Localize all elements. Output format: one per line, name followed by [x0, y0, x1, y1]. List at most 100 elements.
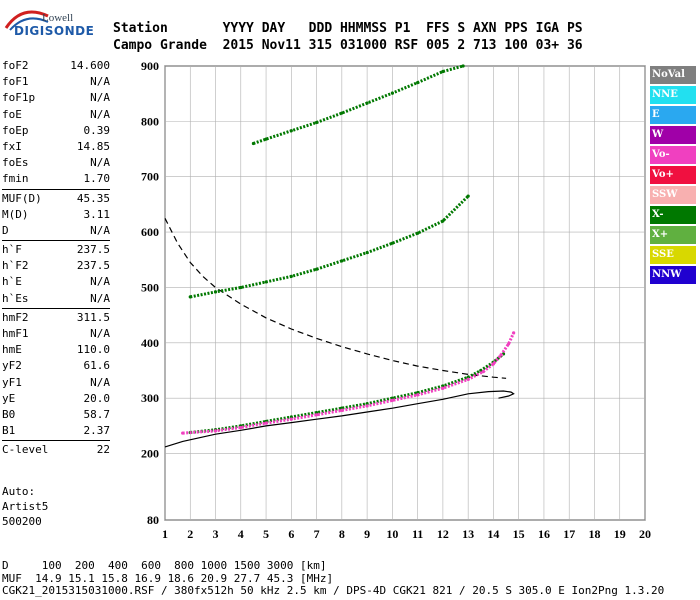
- data-point: [466, 377, 470, 381]
- data-point: [251, 141, 256, 146]
- param-key: hmE: [2, 343, 22, 357]
- param-value: N/A: [90, 107, 110, 121]
- param-value: 58.7: [83, 407, 111, 421]
- x-tick-label: 16: [538, 527, 550, 541]
- param-key: yF1: [2, 375, 22, 389]
- x-tick-label: 20: [639, 527, 651, 541]
- param-value: 45.35: [76, 191, 110, 205]
- trace-series: [252, 64, 464, 145]
- data-point: [365, 404, 369, 408]
- data-point: [390, 396, 394, 400]
- param-key: B0: [2, 407, 16, 421]
- param-key: hmF2: [2, 310, 29, 324]
- x-tick-label: 1: [162, 527, 168, 541]
- param-key: h`E: [2, 275, 22, 289]
- y-tick-label: 300: [141, 391, 159, 405]
- param-key: foEs: [2, 156, 29, 170]
- param-row: hmF2 311.5: [2, 310, 110, 326]
- x-tick-label: 2: [187, 527, 193, 541]
- auto-line1: Auto:: [2, 485, 36, 498]
- digisonde-logo: Lowell DIGISONDE: [2, 2, 98, 46]
- param-value: N/A: [90, 327, 110, 340]
- param-value: N/A: [90, 375, 110, 389]
- param-separator: [2, 307, 110, 309]
- legend-item: Vo+: [650, 166, 696, 184]
- x-tick-label: 3: [213, 527, 219, 541]
- param-value: 311.5: [76, 310, 110, 324]
- ionogram-chart: 1 2 3 4 5 6 7 8 9 10 11 12 13 14 15 16 17 18 19 20802003004…: [141, 59, 651, 541]
- data-point: [461, 64, 465, 68]
- param-value: 14.600: [70, 59, 110, 72]
- param-key: C-level: [2, 443, 49, 457]
- param-key: fxI: [2, 139, 22, 153]
- data-point: [390, 241, 394, 245]
- param-row: fxI 14.85: [2, 139, 110, 155]
- y-tick-label: 900: [141, 59, 159, 73]
- y-tick-label: 700: [141, 170, 159, 184]
- data-point: [416, 231, 420, 235]
- param-value: N/A: [90, 156, 110, 170]
- data-point: [289, 417, 293, 421]
- param-separator: [2, 240, 110, 242]
- legend-item: SSE: [650, 246, 696, 264]
- data-point: [416, 393, 420, 397]
- data-point: [181, 431, 185, 435]
- param-row: D N/A: [2, 223, 110, 239]
- x-tick-label: 13: [462, 527, 474, 541]
- logo-line1: Lowell: [42, 12, 74, 24]
- param-value: N/A: [90, 291, 110, 305]
- param-key: h`Es: [2, 291, 29, 305]
- data-point: [365, 250, 369, 255]
- data-point: [499, 353, 503, 357]
- data-point: [441, 219, 445, 223]
- param-row: foEp 0.39: [2, 123, 110, 139]
- y-tick-label: 200: [141, 447, 159, 461]
- param-row: h`F2 237.5: [2, 258, 110, 274]
- x-tick-label: 7: [314, 527, 320, 541]
- x-tick-label: 4: [238, 527, 244, 541]
- auto-line2: Artist5: [2, 500, 49, 513]
- param-value: 22: [96, 443, 110, 457]
- param-row: fmin 1.70: [2, 171, 110, 187]
- data-point: [390, 91, 394, 95]
- param-separator: [2, 440, 110, 442]
- legend-item: E: [650, 106, 696, 124]
- param-row: yF2 61.6: [2, 358, 110, 374]
- param-row: foF1 N/A: [2, 74, 110, 90]
- param-value: N/A: [90, 75, 110, 89]
- param-key: fmin: [2, 172, 29, 186]
- x-tick-label: 18: [588, 527, 600, 541]
- param-value: 110.0: [76, 343, 110, 357]
- data-point: [479, 368, 483, 373]
- param-value: 61.6: [83, 359, 111, 373]
- param-value: N/A: [90, 91, 110, 105]
- parameter-list: foF2 14.600 foF1 N/A foF1p N/A foE N/A foEp 0.39 f…: [2, 58, 110, 459]
- data-point: [314, 413, 319, 417]
- param-separator: [2, 188, 110, 190]
- param-row: C-level 22: [2, 442, 110, 458]
- param-key: h`F2: [2, 259, 29, 273]
- x-tick-label: 10: [386, 527, 398, 541]
- param-value: 2.37: [83, 424, 111, 438]
- legend-item: Vo-: [650, 146, 696, 164]
- x-tick-label: 6: [288, 527, 294, 541]
- param-key: MUF(D): [2, 191, 42, 205]
- legend-item: NoVal: [650, 66, 696, 84]
- data-point: [188, 295, 192, 299]
- data-point: [441, 384, 445, 388]
- param-key: yE: [2, 391, 16, 405]
- y-tick-label: 500: [141, 280, 159, 294]
- data-point: [340, 408, 344, 412]
- data-point: [239, 425, 243, 430]
- param-row: foF2 14.600: [2, 58, 110, 74]
- param-key: foF1p: [2, 91, 36, 105]
- data-point: [441, 69, 445, 74]
- param-value: 1.70: [83, 172, 111, 186]
- param-key: foF1: [2, 75, 29, 89]
- param-row: h`E N/A: [2, 274, 110, 290]
- param-key: foF2: [2, 59, 29, 72]
- param-value: 3.11: [83, 207, 111, 221]
- y-tick-label: 80: [147, 513, 159, 527]
- logo-swoosh-icon: [4, 10, 49, 31]
- legend-item: NNE: [650, 86, 696, 104]
